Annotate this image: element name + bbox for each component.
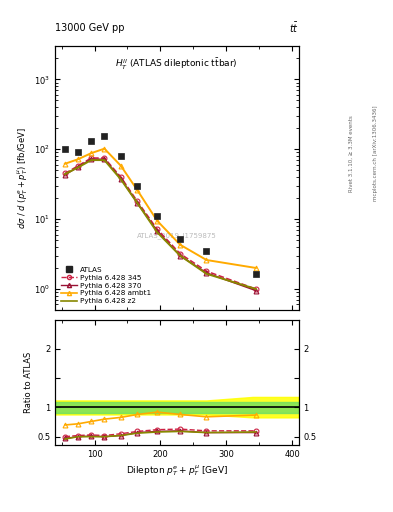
Text: Rivet 3.1.10, ≥ 3.3M events: Rivet 3.1.10, ≥ 3.3M events [349,115,354,192]
Text: ATLAS_2019_I1759875: ATLAS_2019_I1759875 [137,233,217,240]
Y-axis label: Ratio to ATLAS: Ratio to ATLAS [24,352,33,413]
Bar [55,401,299,413]
Text: $H_T^{ll}$ (ATLAS dileptonic t$\bar{\rm t}$bar): $H_T^{ll}$ (ATLAS dileptonic t$\bar{\rm … [116,57,238,72]
Y-axis label: $d\sigma$ / $d$ ($p_T^e + p_T^{\mu}$) [fb/GeV]: $d\sigma$ / $d$ ($p_T^e + p_T^{\mu}$) [f… [15,127,30,229]
X-axis label: Dilepton $p_T^e + p_T^{\mu}$ [GeV]: Dilepton $p_T^e + p_T^{\mu}$ [GeV] [126,463,228,478]
Text: $t\bar{t}$: $t\bar{t}$ [289,21,299,35]
Legend: ATLAS, Pythia 6.428 345, Pythia 6.428 370, Pythia 6.428 ambt1, Pythia 6.428 z2: ATLAS, Pythia 6.428 345, Pythia 6.428 37… [59,265,153,306]
Text: mcplots.cern.ch [arXiv:1306.3436]: mcplots.cern.ch [arXiv:1306.3436] [373,106,378,201]
Text: 13000 GeV pp: 13000 GeV pp [55,23,125,33]
